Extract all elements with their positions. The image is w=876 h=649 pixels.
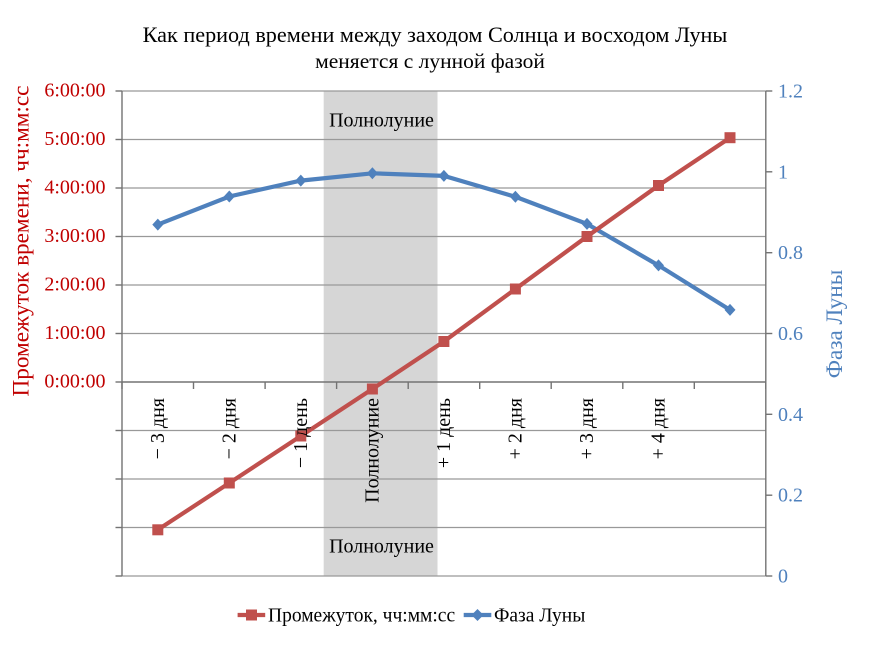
svg-text:+ 3 дня: + 3 дня [576,398,598,459]
svg-text:4:00:00: 4:00:00 [44,177,105,199]
svg-text:1.2: 1.2 [778,81,803,103]
svg-text:− 2 дня: − 2 дня [219,398,241,459]
svg-text:5:00:00: 5:00:00 [44,128,105,150]
svg-text:0.4: 0.4 [778,404,803,426]
svg-text:0.6: 0.6 [778,323,803,345]
svg-text:0.8: 0.8 [778,242,803,264]
svg-text:− 3 дня: − 3 дня [147,398,169,459]
svg-text:1: 1 [778,161,788,183]
svg-text:− 1 день: − 1 день [290,398,312,468]
svg-text:Фаза Луны: Фаза Луны [494,606,585,627]
svg-text:Полнолуние: Полнолуние [329,110,434,132]
svg-text:3:00:00: 3:00:00 [44,225,105,247]
svg-text:0.2: 0.2 [778,485,803,507]
svg-text:Промежуток, чч:мм:сс: Промежуток, чч:мм:сс [268,606,455,627]
svg-text:6:00:00: 6:00:00 [44,80,105,102]
svg-text:+ 1 день: + 1 день [433,398,455,468]
svg-text:0: 0 [778,566,788,588]
svg-text:2:00:00: 2:00:00 [44,274,105,296]
svg-text:Полнолуние: Полнолуние [329,536,434,558]
svg-text:меняется с лунной фазой: меняется с лунной фазой [315,49,545,73]
svg-text:+ 2 дня: + 2 дня [505,398,527,459]
svg-text:0:00:00: 0:00:00 [44,371,105,393]
svg-text:1:00:00: 1:00:00 [44,322,105,344]
svg-text:Как период времени между заход: Как период времени между заходом Солнца … [143,22,728,47]
svg-text:Промежуток времени, чч:мм:сс: Промежуток времени, чч:мм:сс [9,86,35,397]
svg-text:Фаза Луны: Фаза Луны [822,269,848,378]
svg-text:+ 4 дня: + 4 дня [648,398,670,459]
svg-text:Полнолуние: Полнолуние [362,398,384,503]
